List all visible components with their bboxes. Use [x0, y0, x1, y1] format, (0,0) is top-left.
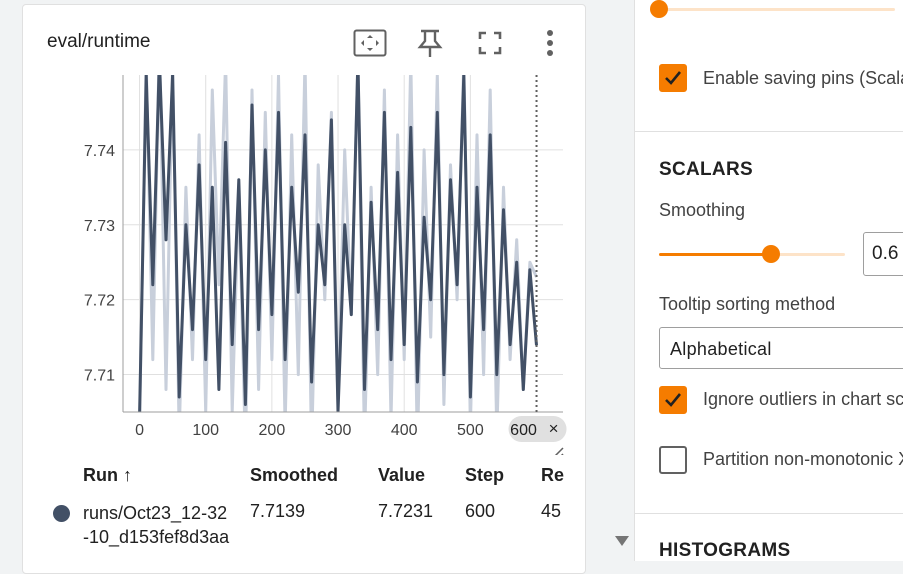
cell-value: 7.7231	[378, 501, 434, 521]
smoothing-slider-track[interactable]	[771, 253, 845, 256]
line-chart[interactable]: 7.71 7.72 7.73 7.74 0 100 200 300 400 500 600 ×	[23, 65, 587, 459]
scalar-card: eval/runtime 7.71 7.72 7.73 7.74 0 100 200 300 4…	[22, 4, 586, 574]
divider	[635, 513, 903, 514]
ignore-outliers-checkbox[interactable]	[659, 386, 687, 414]
x-tick-label: 0	[135, 422, 144, 439]
x-tick-label: 500	[457, 422, 484, 439]
smoothing-slider-fill	[659, 253, 771, 256]
scroll-down-icon[interactable]	[614, 535, 630, 547]
header-step[interactable]: Step	[465, 465, 505, 485]
y-tick-label: 7.71	[84, 368, 115, 385]
y-tick-label: 7.72	[84, 293, 115, 310]
resize-handle-icon	[552, 447, 564, 459]
check-icon	[665, 393, 682, 407]
smoothing-input[interactable]: 0.6	[863, 232, 903, 276]
tooltip-table-header: Run ↑ Smoothed Value Step Re	[23, 465, 587, 491]
step-cursor-close-icon[interactable]: ×	[549, 419, 559, 438]
scalars-section-title: SCALARS	[659, 159, 753, 180]
step-cursor-chip	[508, 416, 567, 442]
partition-label: Partition non-monotonic X	[703, 449, 903, 469]
sort-arrow-icon: ↑	[123, 465, 133, 485]
smoothed-series-line	[138, 75, 538, 412]
enable-pins-label: Enable saving pins (Scala	[703, 68, 903, 88]
step-cursor-label: 600	[510, 422, 537, 439]
tooltip-sorting-label: Tooltip sorting method	[659, 294, 836, 314]
card-title: eval/runtime	[47, 31, 151, 52]
header-run[interactable]: Run ↑	[83, 465, 133, 485]
run-name: runs/Oct23_12-32-10_d153fef8d3aa	[83, 503, 230, 547]
tooltip-sorting-select[interactable]: Alphabetical	[659, 327, 903, 369]
fit-domain-button[interactable]	[352, 25, 388, 61]
header-smoothed[interactable]: Smoothed	[250, 465, 338, 485]
cell-relative: 45	[541, 501, 562, 521]
top-slider-track[interactable]	[659, 8, 895, 11]
cell-smoothed: 7.7139	[250, 501, 306, 521]
divider	[635, 131, 903, 132]
run-color-dot	[53, 505, 70, 522]
more-options-button[interactable]	[532, 25, 568, 61]
y-tick-label: 7.74	[84, 143, 115, 160]
partition-checkbox[interactable]	[659, 446, 687, 474]
pin-button[interactable]	[412, 25, 448, 61]
check-icon	[665, 71, 682, 85]
x-tick-label: 200	[259, 422, 286, 439]
top-slider-thumb[interactable]	[650, 0, 668, 18]
header-relative[interactable]: Re	[541, 465, 565, 485]
fullscreen-button[interactable]	[472, 25, 508, 61]
ignore-outliers-label: Ignore outliers in chart sc	[703, 389, 903, 409]
cell-step: 600	[465, 501, 496, 521]
histograms-section-title: HISTOGRAMS	[659, 540, 791, 561]
fit-domain-icon	[353, 29, 387, 57]
header-value[interactable]: Value	[378, 465, 426, 485]
smoothing-label: Smoothing	[659, 200, 746, 220]
x-tick-label: 300	[325, 422, 352, 439]
enable-pins-checkbox[interactable]	[659, 64, 687, 92]
x-tick-label: 400	[391, 422, 418, 439]
pin-icon	[417, 29, 443, 57]
smoothing-slider-thumb[interactable]	[762, 245, 780, 263]
x-tick-label: 100	[192, 422, 219, 439]
y-tick-label: 7.73	[84, 218, 115, 235]
fullscreen-icon	[478, 31, 502, 55]
more-vert-icon	[547, 30, 553, 56]
cards-pane: eval/runtime 7.71 7.72 7.73 7.74 0 100 200 300 4…	[22, 4, 629, 574]
chart-svg: 7.71 7.72 7.73 7.74 0 100 200 300 400 500 600 ×	[84, 75, 567, 459]
settings-pane: Enable saving pins (Scala SCALARS Smooth…	[634, 0, 903, 561]
